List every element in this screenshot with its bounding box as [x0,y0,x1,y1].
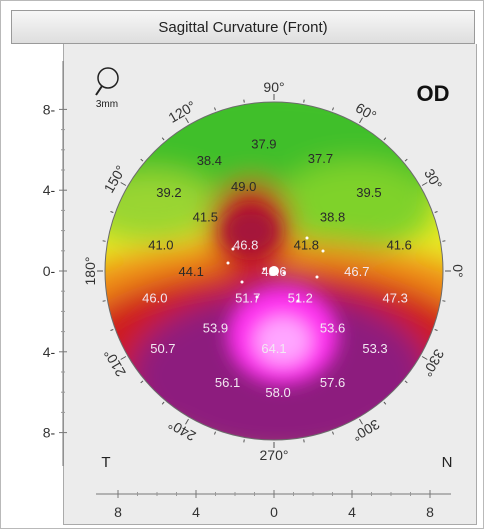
curvature-value: 46.7 [344,264,369,279]
angle-tick [359,117,363,124]
angle-label: 120° [165,97,198,125]
curvature-value: 46.0 [142,290,167,305]
angle-tick [303,439,305,443]
bottom-axis-tick-label: 8 [426,504,434,520]
curvature-value: 41.5 [193,209,218,224]
angle-label: 150° [100,162,128,195]
nasal-label: N [442,454,453,471]
curvature-value: 38.8 [320,209,345,224]
angle-tick [404,158,408,162]
bottom-axis-tick-label: 0 [270,504,278,520]
curvature-value: 56.1 [215,375,240,390]
curvature-value: 39.5 [356,185,381,200]
angle-label: 270° [260,447,289,463]
curvature-value: 37.7 [308,151,333,166]
angle-label: 60° [353,99,379,123]
angle-tick [243,439,245,443]
angle-tick [140,158,144,162]
angle-tick [421,182,428,186]
angle-tick [102,240,106,242]
curvature-value: 58.0 [265,385,290,400]
angle-tick [421,356,428,360]
curvature-value: 64.1 [261,341,286,356]
angle-tick [161,137,165,141]
pupil-center-marker [269,266,279,276]
angle-tick [383,137,387,141]
left-axis-tick-label: 8- [43,101,56,117]
angle-tick [102,300,106,302]
curvature-value: 41.6 [387,238,412,253]
curvature-value: 53.3 [362,341,387,356]
angle-label: 300° [349,416,382,444]
angle-label: 180° [82,257,98,286]
angle-label: 240° [165,416,198,444]
left-axis-tick-label: 4- [43,344,56,360]
curvature-value: 51.2 [288,290,313,305]
angle-tick [359,418,363,425]
bottom-axis-tick-label: 8 [114,504,122,520]
reference-dots [226,236,325,303]
angle-tick [332,431,334,435]
left-axis-tick-label: 0- [43,263,56,279]
angle-tick [434,329,438,331]
angle-tick [434,211,438,213]
left-axis-ticks: 8- 4- 0- 4- 8- [43,101,67,441]
angle-label: 30° [421,166,445,192]
angle-label: 90° [263,79,284,95]
bottom-axis-tick-label: 4 [348,504,356,520]
angle-tick [185,117,189,124]
angle-tick [442,300,446,302]
left-axis-tick-label: 4- [43,182,56,198]
angle-tick [214,431,216,435]
curvature-value: 53.6 [320,321,345,336]
curvature-value: 39.2 [156,185,181,200]
curvature-value: 47.3 [383,290,408,305]
angle-tick [120,182,127,186]
curvature-value: 44.1 [179,264,204,279]
angle-tick [110,329,114,331]
magnifier-icon[interactable] [95,67,119,96]
eye-label: OD [417,81,450,106]
angle-tick [120,356,127,360]
angle-tick [383,401,387,405]
angle-tick [442,240,446,242]
curvature-value: 57.6 [320,375,345,390]
window-title: Sagittal Curvature (Front) [11,10,475,44]
curvature-value: 49.0 [231,179,256,194]
angle-tick [140,380,144,384]
left-axis-tick-label: 8- [43,425,56,441]
angle-label: 0° [450,264,466,277]
angle-tick [243,99,245,103]
temporal-label: T [101,454,110,471]
angle-tick [161,401,165,405]
angle-tick [303,99,305,103]
bottom-axis-ticks: 8 4 0 4 8 [114,490,434,520]
bottom-axis-tick-label: 4 [192,504,200,520]
curvature-value: 50.7 [150,341,175,356]
angle-tick [185,418,189,425]
angle-label: 330° [419,346,447,379]
angle-label: 210° [100,346,128,379]
angle-tick [214,107,216,111]
zoom-scale-label: 3mm [96,99,118,110]
bottom-axis-strip [63,478,477,525]
map-boundary [104,101,444,441]
curvature-value: 53.9 [203,321,228,336]
curvature-value: 41.8 [294,238,319,253]
curvature-value: 37.9 [251,137,276,152]
angle-tick [404,380,408,384]
curvature-value: 38.4 [197,153,222,168]
angle-tick [110,211,114,213]
curvature-value: 46.8 [233,238,258,253]
angle-tick [332,107,334,111]
curvature-value: 51.7 [235,290,260,305]
curvature-value: 41.0 [148,238,173,253]
